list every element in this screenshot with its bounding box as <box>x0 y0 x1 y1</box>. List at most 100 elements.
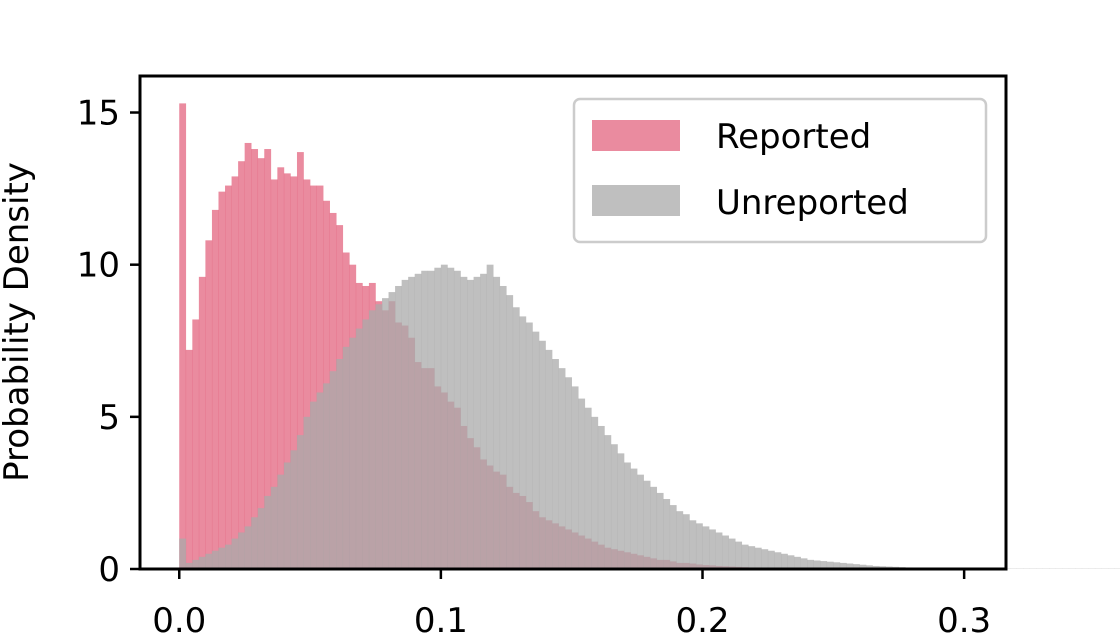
bar-unreported <box>375 304 383 569</box>
bar-reported <box>179 103 187 569</box>
bar-unreported <box>198 556 206 569</box>
bar-unreported <box>382 298 389 569</box>
bar-unreported <box>722 535 729 569</box>
bar-unreported <box>558 368 566 569</box>
bar-unreported <box>754 547 762 569</box>
bar-unreported <box>826 561 834 569</box>
bar-unreported <box>761 549 769 569</box>
bar-unreported <box>571 386 579 569</box>
bar-unreported <box>473 276 481 569</box>
bar-unreported <box>656 492 664 569</box>
bar-unreported <box>519 316 527 569</box>
bar-unreported <box>421 270 429 569</box>
legend-swatch-reported <box>592 120 680 151</box>
legend: Reported Unreported <box>572 97 988 244</box>
series-unreported <box>179 264 1120 569</box>
bar-unreported <box>767 550 775 569</box>
bar-unreported <box>499 285 507 569</box>
bar-unreported <box>852 564 860 569</box>
bar-unreported <box>512 307 520 569</box>
bar-unreported <box>630 468 638 569</box>
bar-unreported <box>859 564 867 569</box>
bar-unreported <box>480 273 487 569</box>
bar-unreported <box>578 398 586 569</box>
bar-unreported <box>610 444 618 569</box>
bar-unreported <box>336 359 344 569</box>
bar-unreported <box>251 517 259 569</box>
bar-unreported <box>225 544 232 569</box>
bar-unreported <box>205 553 213 569</box>
bar-unreported <box>872 565 880 569</box>
bar-unreported <box>597 425 605 569</box>
bar-unreported <box>218 547 226 569</box>
y-tick-label: 5 <box>98 398 120 438</box>
bar-reported <box>238 161 245 569</box>
bar-unreported <box>617 453 625 569</box>
bar-unreported <box>244 526 252 569</box>
bar-unreported <box>604 435 612 569</box>
bar-unreported <box>689 520 697 569</box>
bar-unreported <box>532 331 540 569</box>
y-axis-label: Probability Density <box>0 162 37 482</box>
bar-unreported <box>650 486 658 569</box>
bar-unreported <box>460 276 468 569</box>
bar-reported <box>251 149 259 570</box>
bar-unreported <box>440 264 448 569</box>
bar-unreported <box>637 474 644 569</box>
bar-reported <box>270 179 278 569</box>
bar-reported <box>192 319 200 569</box>
bar-reported <box>185 349 193 569</box>
x-tick-label: 0.0 <box>152 601 206 640</box>
bar-unreported <box>820 561 828 569</box>
bar-reported <box>264 149 272 570</box>
legend-swatch-unreported <box>592 185 680 216</box>
bar-unreported <box>813 560 821 569</box>
bar-unreported <box>552 359 559 569</box>
y-tick-label: 0 <box>98 550 120 590</box>
bar-unreported <box>408 276 416 569</box>
bar-unreported <box>781 553 788 569</box>
bar-unreported <box>794 556 801 569</box>
bar-unreported <box>185 562 193 569</box>
bar-unreported <box>741 544 749 569</box>
bar-reported <box>257 158 265 570</box>
bar-unreported <box>833 562 841 569</box>
bar-unreported <box>486 264 494 569</box>
bar-unreported <box>316 392 324 569</box>
y-tick-label: 10 <box>77 246 120 286</box>
bar-unreported <box>342 346 350 569</box>
legend-label-unreported: Unreported <box>716 183 909 223</box>
bar-unreported <box>728 538 736 569</box>
bar-reported <box>225 185 232 569</box>
bar-unreported <box>355 328 363 569</box>
bar-unreported <box>787 555 795 569</box>
bar-unreported <box>211 550 219 569</box>
bar-unreported <box>349 337 357 569</box>
bar-unreported <box>270 486 278 569</box>
bar-unreported <box>179 538 187 569</box>
bar-unreported <box>584 407 592 569</box>
bar-unreported <box>545 349 553 569</box>
x-tick-label: 0.2 <box>675 601 729 640</box>
bar-reported <box>231 176 239 569</box>
bar-unreported <box>643 480 651 569</box>
bar-unreported <box>506 295 514 569</box>
bar-unreported <box>290 450 298 569</box>
bar-unreported <box>846 563 854 569</box>
bar-reported <box>198 276 206 569</box>
bar-unreported <box>715 532 723 569</box>
bar-unreported <box>591 416 599 569</box>
bar-unreported <box>467 279 474 569</box>
bar-unreported <box>447 267 455 569</box>
bar-unreported <box>296 435 304 569</box>
y-tick-label: 15 <box>77 94 120 134</box>
bar-unreported <box>231 538 239 569</box>
bar-reported <box>303 179 311 569</box>
bar-unreported <box>362 319 370 569</box>
bar-unreported <box>283 462 291 569</box>
bar-reported <box>283 173 291 569</box>
bar-reported <box>296 152 304 569</box>
bar-reported <box>211 209 219 569</box>
bar-unreported <box>866 565 873 569</box>
